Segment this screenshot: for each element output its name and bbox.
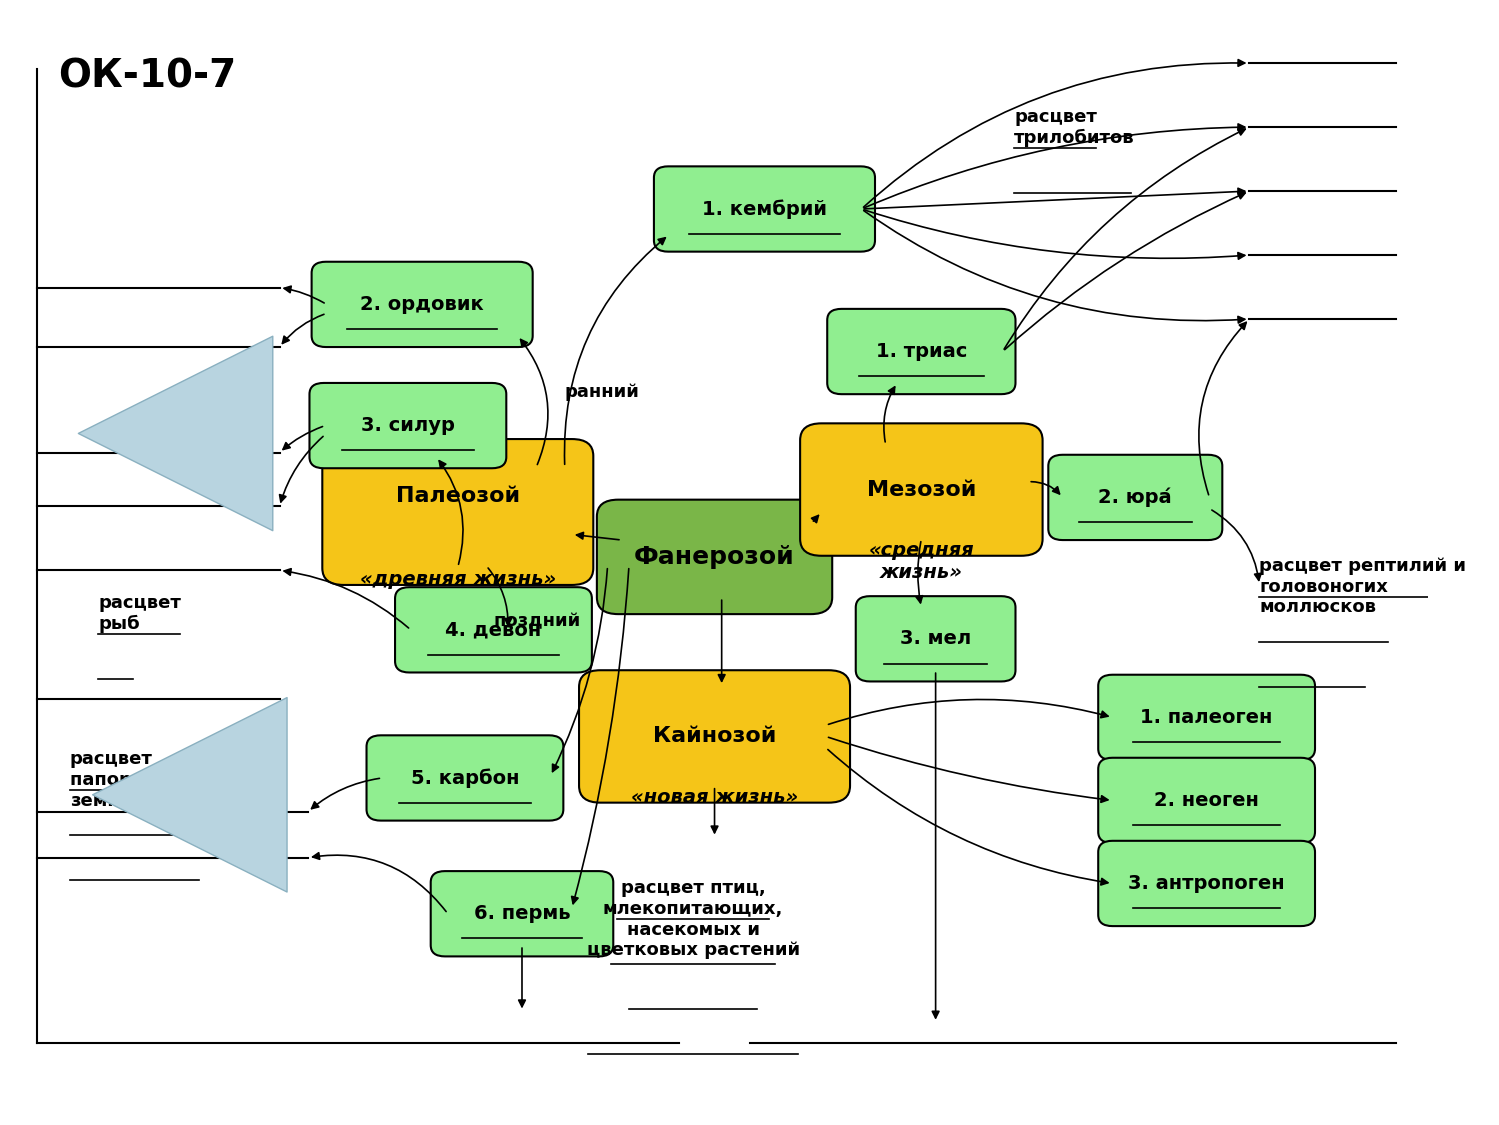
- Text: «древняя жизнь»: «древняя жизнь»: [360, 570, 556, 590]
- FancyBboxPatch shape: [597, 500, 832, 614]
- Text: 6. пермь: 6. пермь: [474, 904, 570, 924]
- Text: расцвет
рыб: расцвет рыб: [99, 594, 181, 633]
- FancyBboxPatch shape: [396, 587, 592, 673]
- FancyBboxPatch shape: [312, 262, 532, 346]
- FancyBboxPatch shape: [1099, 758, 1315, 843]
- Text: расцвет птиц,
млекопитающих,
насекомых и
цветковых растений: расцвет птиц, млекопитающих, насекомых и…: [586, 879, 799, 960]
- FancyBboxPatch shape: [654, 166, 875, 252]
- Text: ОК-10-7: ОК-10-7: [58, 57, 237, 96]
- Text: «средняя
жизнь»: «средняя жизнь»: [868, 541, 974, 582]
- FancyBboxPatch shape: [367, 736, 564, 820]
- FancyBboxPatch shape: [856, 596, 1015, 682]
- Text: 2. неоген: 2. неоген: [1154, 791, 1259, 810]
- Text: Мезозой: Мезозой: [866, 479, 976, 500]
- Text: расцвет
трилобитов: расцвет трилобитов: [1013, 108, 1135, 147]
- FancyBboxPatch shape: [430, 871, 613, 956]
- FancyBboxPatch shape: [800, 423, 1043, 556]
- Text: 1. палеоген: 1. палеоген: [1141, 708, 1273, 727]
- Text: 3. силур: 3. силур: [361, 416, 454, 435]
- Text: 5. карбон: 5. карбон: [411, 768, 519, 788]
- FancyBboxPatch shape: [309, 382, 507, 468]
- Text: Палеозой: Палеозой: [396, 486, 520, 506]
- Text: Кайнозой: Кайнозой: [654, 727, 776, 747]
- Text: поздний: поздний: [493, 612, 580, 630]
- Text: 1. кембрий: 1. кембрий: [702, 199, 827, 218]
- Text: 3. антропоген: 3. антропоген: [1129, 874, 1285, 893]
- FancyBboxPatch shape: [322, 439, 594, 585]
- Text: 2. юра́: 2. юра́: [1099, 487, 1172, 507]
- FancyBboxPatch shape: [827, 309, 1015, 394]
- FancyBboxPatch shape: [1048, 455, 1222, 540]
- FancyBboxPatch shape: [1099, 675, 1315, 761]
- Text: 4. девон: 4. девон: [445, 620, 541, 639]
- Text: ранний: ранний: [565, 382, 640, 400]
- Text: расцвет
папоротников и
земноводных: расцвет папоротников и земноводных: [70, 750, 234, 810]
- FancyBboxPatch shape: [1099, 840, 1315, 926]
- Text: расцвет рептилий и
головоногих
моллюсков: расцвет рептилий и головоногих моллюсков: [1259, 557, 1466, 616]
- FancyBboxPatch shape: [579, 670, 850, 802]
- Text: «новая жизнь»: «новая жизнь»: [631, 788, 797, 807]
- Text: 2. ордовик: 2. ордовик: [360, 295, 484, 314]
- Text: 1. триас: 1. триас: [875, 342, 967, 361]
- Text: Фанерозой: Фанерозой: [634, 544, 794, 569]
- Text: 3. мел: 3. мел: [899, 629, 971, 648]
